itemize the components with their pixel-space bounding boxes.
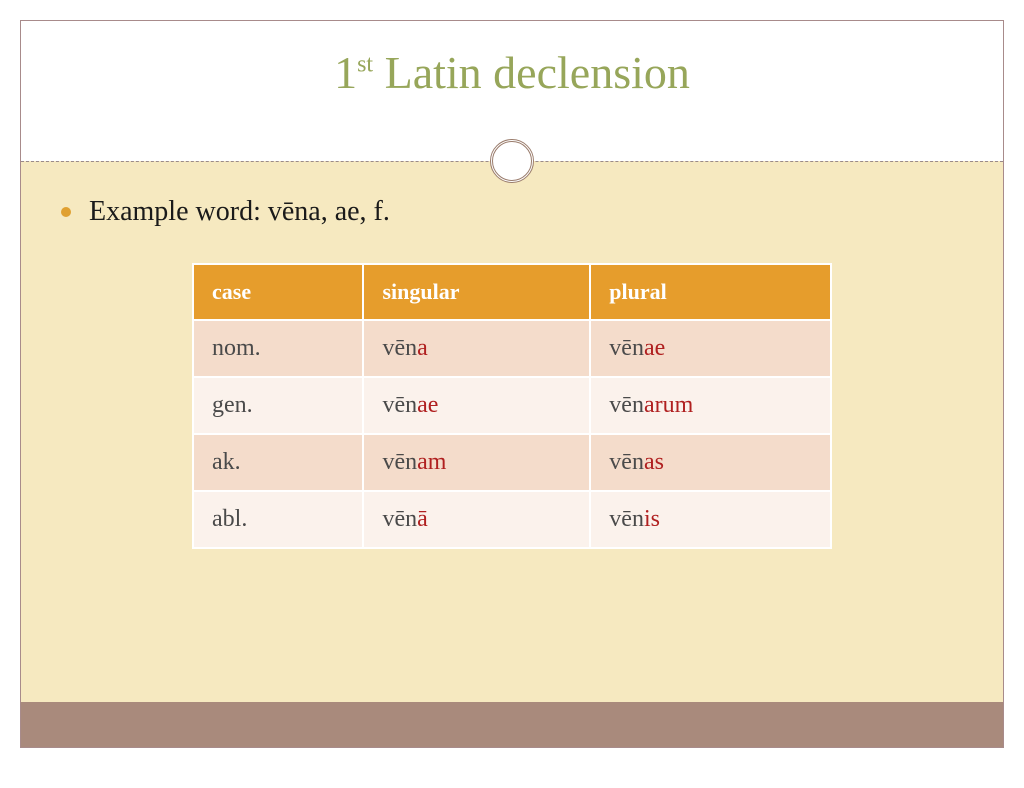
bullet-item: Example word: vēna, ae, f. bbox=[61, 196, 963, 228]
cell-plural: vēnarum bbox=[591, 378, 830, 433]
circle-ornament-icon bbox=[490, 139, 534, 183]
word-ending: as bbox=[644, 449, 664, 475]
word-stem: vēn bbox=[609, 506, 644, 532]
cell-plural: vēnas bbox=[591, 435, 830, 490]
cell-case: abl. bbox=[194, 492, 362, 547]
bullet-dot-icon bbox=[61, 207, 71, 217]
bullet-text: Example word: vēna, ae, f. bbox=[89, 196, 390, 228]
table-header-row: case singular plural bbox=[194, 265, 830, 319]
cell-case: ak. bbox=[194, 435, 362, 490]
word-stem: vēn bbox=[609, 335, 644, 361]
col-singular: singular bbox=[364, 265, 589, 319]
word-ending: ā bbox=[417, 506, 428, 532]
cell-singular: vēna bbox=[364, 321, 589, 376]
table-row: ak.vēnamvēnas bbox=[194, 435, 830, 490]
cell-singular: vēnā bbox=[364, 492, 589, 547]
title-ordinal: st bbox=[357, 52, 373, 78]
word-ending: is bbox=[644, 506, 660, 532]
cell-singular: vēnam bbox=[364, 435, 589, 490]
title-rest: Latin declension bbox=[373, 47, 690, 98]
table-row: nom.vēnavēnae bbox=[194, 321, 830, 376]
word-ending: am bbox=[417, 449, 446, 475]
cell-plural: vēnis bbox=[591, 492, 830, 547]
col-plural: plural bbox=[591, 265, 830, 319]
word-ending: arum bbox=[644, 392, 693, 418]
cell-case: gen. bbox=[194, 378, 362, 433]
cell-case: nom. bbox=[194, 321, 362, 376]
table-row: gen.vēnaevēnarum bbox=[194, 378, 830, 433]
word-stem: vēn bbox=[382, 506, 417, 532]
word-stem: vēn bbox=[382, 335, 417, 361]
footer-bar bbox=[21, 702, 1003, 747]
body-area: Example word: vēna, ae, f. case singular… bbox=[21, 161, 1003, 703]
word-stem: vēn bbox=[609, 449, 644, 475]
cell-singular: vēnae bbox=[364, 378, 589, 433]
slide-title: 1st Latin declension bbox=[21, 46, 1003, 99]
title-number: 1 bbox=[334, 47, 357, 98]
slide-frame: 1st Latin declension Example word: vēna,… bbox=[20, 20, 1004, 748]
table-body: nom.vēnavēnaegen.vēnaevēnarumak.vēnamvēn… bbox=[194, 321, 830, 547]
word-ending: ae bbox=[644, 335, 665, 361]
word-stem: vēn bbox=[609, 392, 644, 418]
word-stem: vēn bbox=[382, 449, 417, 475]
cell-plural: vēnae bbox=[591, 321, 830, 376]
table-row: abl.vēnāvēnis bbox=[194, 492, 830, 547]
word-stem: vēn bbox=[382, 392, 417, 418]
col-case: case bbox=[194, 265, 362, 319]
word-ending: a bbox=[417, 335, 428, 361]
declension-table-wrap: case singular plural nom.vēnavēnaegen.vē… bbox=[192, 263, 832, 549]
declension-table: case singular plural nom.vēnavēnaegen.vē… bbox=[192, 263, 832, 549]
word-ending: ae bbox=[417, 392, 438, 418]
